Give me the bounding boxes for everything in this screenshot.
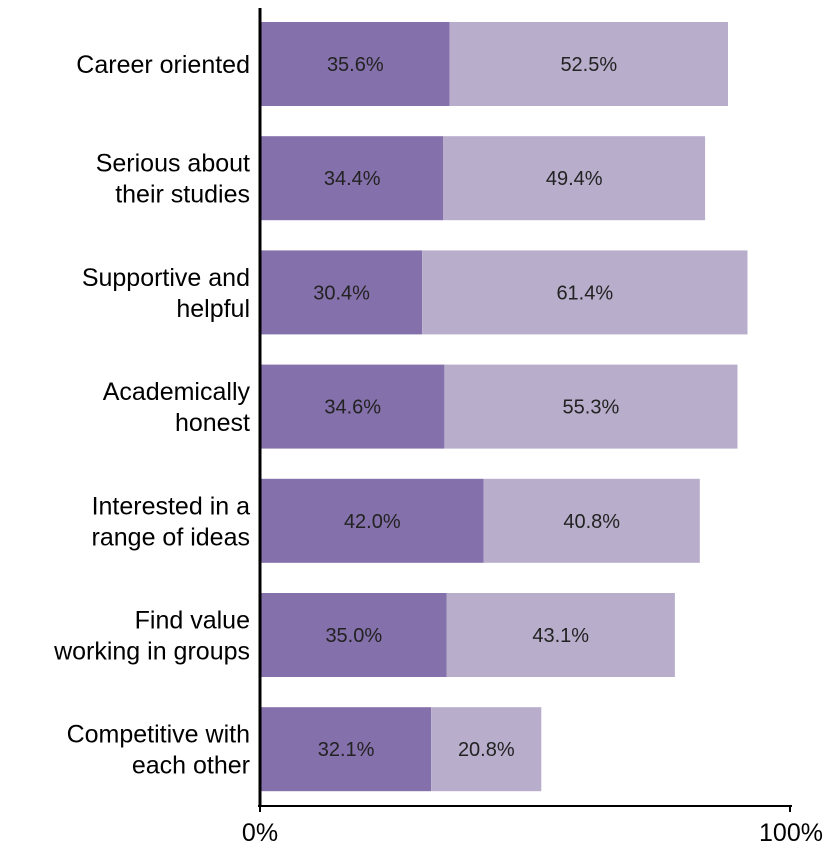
category-label-line: Supportive and [82, 264, 250, 292]
bar-segment-1-row-7 [261, 707, 432, 792]
bar-segment-1-row-4 [261, 364, 445, 449]
category-label-row-4: Academically honest [103, 378, 251, 437]
data-label-2-row-7: 20.8% [458, 739, 515, 761]
bar-segment-2-row-7 [431, 707, 542, 792]
category-label-row-7: Competitive with each other [67, 721, 250, 780]
data-label-2-row-2: 49.4% [546, 168, 603, 190]
bars-layer: 35.6% 52.5% 34.4% 49.4% 30.4% 61.4% 34.6% 55.3%… [261, 22, 748, 792]
bar-segment-2-row-1 [449, 22, 728, 106]
category-label-row-6: Find value working in groups [53, 607, 250, 666]
bar-segment-2-row-3 [422, 250, 748, 335]
category-label-line: Career oriented [76, 51, 250, 79]
data-label-2-row-5: 40.8% [563, 511, 620, 533]
bar-segment-2-row-2 [443, 136, 706, 221]
bar-segment-1-row-2 [261, 136, 444, 221]
category-label-row-5: Interested in a range of ideas [92, 492, 251, 551]
bar-segment-2-row-4 [444, 364, 738, 449]
category-label-line: working in groups [53, 638, 250, 666]
bar-segment-1-row-5 [261, 478, 484, 563]
data-label-1-row-4: 34.6% [324, 397, 381, 419]
data-label-1-row-5: 42.0% [344, 511, 401, 533]
data-label-2-row-6: 43.1% [532, 625, 589, 647]
category-label-line: Academically [103, 378, 251, 406]
data-label-2-row-3: 61.4% [556, 282, 613, 304]
category-label-line: helpful [176, 295, 250, 323]
category-label-line: Competitive with [67, 721, 250, 749]
x-tick-label-100: 100% [759, 819, 823, 846]
bar-segment-1-row-6 [261, 593, 447, 677]
category-label-row-1: Career oriented [76, 51, 250, 79]
category-label-line: Interested in a [92, 492, 251, 520]
category-label-line: range of ideas [92, 523, 250, 551]
category-label-line: each other [132, 752, 250, 780]
data-label-1-row-3: 30.4% [313, 282, 370, 304]
category-label-row-2: Serious about their studies [96, 150, 250, 209]
data-label-1-row-7: 32.1% [318, 739, 375, 761]
data-label-1-row-1: 35.6% [327, 54, 384, 76]
bar-segment-1-row-3 [261, 250, 423, 335]
category-label-line: their studies [115, 181, 250, 209]
category-label-line: honest [175, 409, 250, 437]
data-label-1-row-2: 34.4% [324, 168, 381, 190]
category-label-line: Serious about [96, 150, 250, 178]
data-label-2-row-4: 55.3% [563, 397, 620, 419]
category-label-row-3: Supportive and helpful [82, 264, 250, 323]
data-label-2-row-1: 52.5% [560, 54, 617, 76]
data-label-1-row-6: 35.0% [325, 625, 382, 647]
x-tick-label-0: 0% [242, 819, 278, 846]
bar-segment-1-row-1 [261, 22, 450, 106]
bar-segment-2-row-5 [483, 478, 700, 563]
category-label-line: Find value [135, 607, 250, 635]
category-labels: Career oriented Serious about their studie… [53, 51, 250, 780]
bar-segment-2-row-6 [446, 593, 675, 677]
